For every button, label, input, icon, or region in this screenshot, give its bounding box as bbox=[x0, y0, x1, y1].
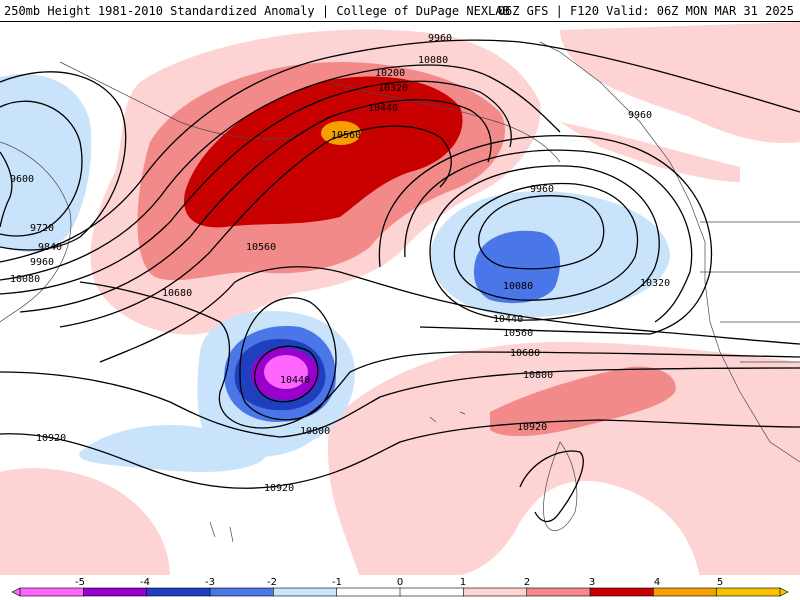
contour-label: 10320 bbox=[378, 83, 408, 94]
contour-label: 9960 bbox=[428, 33, 452, 44]
colorbar-tick: -1 bbox=[332, 577, 342, 588]
map-header: 250mb Height 1981-2010 Standardized Anom… bbox=[0, 0, 800, 22]
contour-10680 bbox=[79, 281, 800, 429]
contour-label: 9960 bbox=[530, 184, 554, 195]
colorbar-segments bbox=[11, 587, 789, 597]
positive-anomaly-1-region bbox=[560, 22, 800, 143]
contour-label: 10800 bbox=[300, 426, 330, 437]
colorbar-tick: 0 bbox=[397, 577, 403, 588]
contour-10080 bbox=[0, 64, 561, 281]
contour-9720 bbox=[0, 100, 83, 237]
colorbar-tick: 5 bbox=[717, 577, 723, 588]
contour-10560 bbox=[239, 297, 337, 421]
positive-anomaly-1-region bbox=[327, 342, 800, 578]
model-run-info: 06Z GFS | F120 Valid: 06Z MON MAR 31 202… bbox=[497, 4, 794, 18]
contour-label: 10560 bbox=[331, 130, 361, 141]
contour-label: 10440 bbox=[280, 375, 310, 386]
colorbar-tick: -5 bbox=[75, 577, 85, 588]
contour-labels: 9960 10080 10200 10320 10440 10560 9960 … bbox=[10, 33, 670, 494]
contour-label: 9600 bbox=[10, 174, 34, 185]
colorbar-tick: -3 bbox=[205, 577, 215, 588]
contour-label: 9840 bbox=[38, 242, 62, 253]
contour-label: 10440 bbox=[493, 314, 523, 325]
negative-anomaly-2-region bbox=[473, 230, 560, 304]
colorbar-tick-labels: -5 -4 -3 -2 -1 0 1 2 3 4 5 bbox=[75, 577, 723, 588]
colorbar-segment bbox=[652, 587, 718, 597]
negative-anomaly-5-region bbox=[264, 355, 308, 389]
contour-10080 bbox=[453, 182, 639, 301]
colorbar-tick: 2 bbox=[524, 577, 530, 588]
colorbar-tick: 4 bbox=[654, 577, 660, 588]
contour-10920 bbox=[0, 419, 800, 489]
coastline bbox=[209, 411, 466, 543]
contour-label: 10920 bbox=[517, 422, 547, 433]
colorbar-legend: -5 -4 -3 -2 -1 0 1 2 3 4 5 bbox=[0, 575, 800, 600]
colorbar-tick: 3 bbox=[589, 577, 595, 588]
contour-label: 10800 bbox=[523, 370, 553, 381]
positive-anomaly-1-region bbox=[0, 468, 170, 578]
positive-anomaly-1-region bbox=[560, 122, 740, 182]
height-contours bbox=[0, 39, 800, 523]
contour-10320 bbox=[19, 99, 492, 313]
contour-9600 bbox=[0, 151, 13, 228]
contour-label: 10680 bbox=[510, 348, 540, 359]
contour-10440 bbox=[378, 135, 713, 335]
anomaly-shading bbox=[0, 22, 800, 578]
contour-label: 10920 bbox=[264, 483, 294, 494]
contour-label: 10560 bbox=[246, 242, 276, 253]
colorbar-segment bbox=[716, 587, 781, 597]
contour-10440 bbox=[59, 125, 452, 328]
colorbar-segment bbox=[526, 587, 591, 597]
contour-10800 bbox=[0, 367, 800, 438]
map-title: 250mb Height 1981-2010 Standardized Anom… bbox=[4, 4, 510, 18]
contour-10560 bbox=[99, 266, 800, 363]
contour-10200 bbox=[0, 80, 512, 295]
anomaly-map: 9960 10080 10200 10320 10440 10560 9960 … bbox=[0, 22, 800, 578]
contour-label: 10080 bbox=[10, 274, 40, 285]
positive-anomaly-3-region bbox=[184, 76, 463, 228]
contour-label: 10200 bbox=[375, 68, 405, 79]
coastline bbox=[543, 441, 578, 532]
coastline bbox=[539, 41, 800, 463]
contour-10440 bbox=[254, 345, 319, 403]
coastline bbox=[329, 81, 561, 163]
contour-label: 9960 bbox=[628, 110, 652, 121]
colorbar-segment bbox=[399, 587, 465, 597]
contour-10320 bbox=[404, 149, 693, 323]
contour-label: 10920 bbox=[36, 433, 66, 444]
colorbar-segment bbox=[589, 587, 655, 597]
contour-9960 bbox=[478, 195, 605, 270]
contour-label: 10440 bbox=[368, 103, 398, 114]
coastline bbox=[59, 61, 301, 140]
contour-label: 9720 bbox=[30, 223, 54, 234]
colorbar-segment bbox=[209, 587, 275, 597]
colorbar-segment bbox=[19, 587, 85, 597]
positive-anomaly-2-region bbox=[490, 366, 676, 437]
colorbar-tick: -4 bbox=[140, 577, 150, 588]
colorbar-tick: 1 bbox=[460, 577, 466, 588]
contour-9960 bbox=[0, 39, 800, 263]
colorbar-segment bbox=[83, 587, 148, 597]
contour-label: 10680 bbox=[162, 288, 192, 299]
colorbar-segment bbox=[272, 587, 338, 597]
colorbar-tick: -2 bbox=[267, 577, 277, 588]
colorbar-left-extension bbox=[11, 587, 21, 597]
contour-label: 10080 bbox=[503, 281, 533, 292]
state-border bbox=[700, 221, 800, 363]
colorbar-right-extension bbox=[779, 587, 789, 597]
contour-label: 10560 bbox=[503, 328, 533, 339]
colorbar-segment bbox=[462, 587, 528, 597]
colorbar-segment bbox=[336, 587, 401, 597]
contour-label: 10320 bbox=[640, 278, 670, 289]
contour-10920 bbox=[519, 450, 584, 523]
contour-label: 9960 bbox=[30, 257, 54, 268]
contour-label: 10080 bbox=[418, 55, 448, 66]
colorbar-segment bbox=[146, 587, 211, 597]
contour-10200 bbox=[429, 165, 660, 321]
